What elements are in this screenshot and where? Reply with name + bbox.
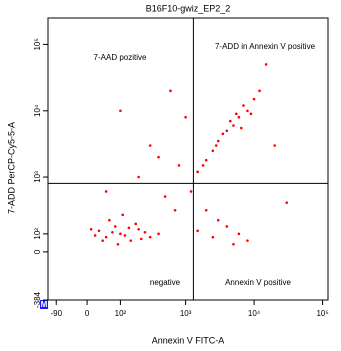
point: [123, 234, 127, 237]
point: [93, 234, 97, 237]
point: [239, 126, 243, 130]
point: [173, 208, 177, 212]
point: [246, 239, 249, 242]
y-tick-label: 10³: [33, 171, 42, 183]
point: [137, 175, 140, 179]
point: [211, 149, 215, 153]
plot-frame: [47, 17, 329, 301]
point: [204, 208, 208, 212]
point: [157, 155, 160, 159]
point: [204, 158, 208, 162]
point: [97, 229, 101, 233]
y-tick-label: 10⁴: [33, 104, 42, 117]
point: [285, 201, 289, 204]
point: [163, 195, 167, 198]
point: [104, 190, 108, 193]
point: [216, 139, 220, 143]
y-tick-label: 10²: [33, 228, 42, 240]
point: [234, 112, 238, 116]
quadrant-label: negative: [150, 278, 181, 287]
point: [119, 232, 122, 236]
x-tick-label: 10³: [180, 309, 192, 318]
point: [101, 239, 104, 242]
point: [184, 115, 187, 119]
point: [225, 129, 229, 133]
point: [196, 170, 199, 174]
point: [113, 225, 117, 228]
marker: M: [41, 300, 48, 309]
point: [143, 230, 147, 234]
point: [252, 97, 256, 101]
point: [273, 144, 276, 147]
quadrant-label: 7-ADD in Annexin V positive: [215, 42, 316, 51]
point: [104, 235, 108, 239]
y-tick-label: 10⁵: [33, 38, 42, 50]
point: [169, 89, 172, 93]
point: [189, 190, 193, 193]
point: [127, 226, 131, 230]
point: [232, 242, 235, 246]
quadrant-label: Annexin V positive: [225, 278, 291, 287]
point: [246, 109, 249, 113]
point: [232, 124, 235, 127]
point: [229, 119, 232, 123]
point: [148, 144, 152, 147]
point: [237, 232, 241, 236]
x-tick-label: 10²: [115, 309, 127, 318]
point: [211, 235, 215, 239]
point: [237, 115, 241, 119]
chart-title: B16F10-gwiz_EP2_2: [146, 3, 231, 13]
point: [216, 218, 220, 222]
point: [121, 213, 125, 217]
x-tick-label: -90: [50, 309, 62, 318]
point: [242, 104, 245, 107]
x-tick-label: 10⁴: [248, 309, 261, 318]
x-axis-label: Annexin V FITC-A: [152, 335, 225, 345]
marker-box: [40, 300, 48, 309]
point: [111, 230, 114, 234]
point: [249, 112, 253, 116]
point: [196, 229, 199, 233]
point: [214, 144, 218, 147]
point: [201, 164, 205, 167]
y-tick-label: 0: [33, 249, 42, 254]
point: [137, 227, 140, 231]
point: [177, 164, 181, 167]
point: [116, 242, 120, 246]
point: [140, 237, 143, 241]
point: [157, 232, 160, 236]
point: [129, 239, 133, 242]
y-tick-label: -384: [33, 291, 42, 308]
x-tick-label: 0: [85, 309, 90, 318]
point: [264, 63, 268, 66]
point: [89, 227, 93, 231]
point: [119, 109, 122, 113]
y-axis-label: 7-ADD PerCP-Cy5-5-A: [6, 122, 16, 214]
points: [89, 63, 289, 246]
point: [258, 89, 261, 93]
point: [148, 235, 152, 239]
x-tick-label: 10⁵: [316, 309, 328, 318]
point: [221, 132, 225, 136]
point: [134, 222, 138, 226]
quadrant-label: 7-AAD pozitive: [94, 53, 147, 62]
point: [108, 218, 111, 222]
point: [225, 225, 229, 228]
